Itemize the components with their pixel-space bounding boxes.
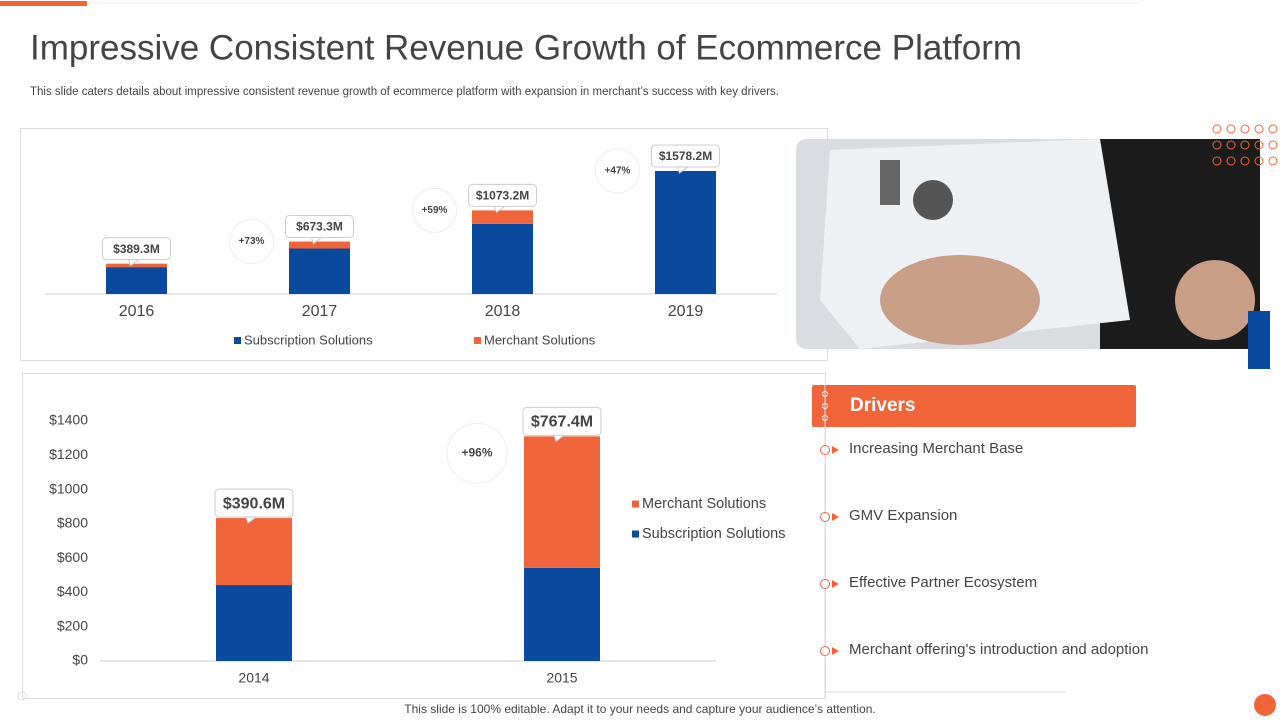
dot (1240, 124, 1250, 134)
bar-segment (216, 585, 292, 661)
legend-label: Subscription Solutions (642, 526, 785, 542)
y-tick-label: $600 (57, 549, 88, 565)
growth-bubble (412, 187, 457, 233)
growth-bubble (595, 148, 640, 194)
callout-tail (245, 516, 258, 524)
drivers-list: Increasing Merchant Base GMV Expansion Eff… (820, 440, 1148, 658)
dot (1240, 156, 1250, 166)
bar-segment (524, 567, 600, 661)
callout-label: $390.6M (223, 495, 285, 512)
bar-segment (472, 223, 533, 294)
bar-segment (472, 210, 533, 224)
driver-item: GMV Expansion (849, 507, 957, 524)
callout-label: $1578.2M (659, 149, 712, 163)
bullet-arrow (832, 446, 839, 454)
dot (1226, 156, 1236, 166)
title: Impressive Consistent Revenue Growth of … (30, 28, 1022, 67)
bullet-arrow (832, 647, 839, 655)
blue-accent (1248, 311, 1270, 369)
x-tick-label: 2015 (546, 670, 577, 686)
x-tick-label: 2014 (238, 670, 269, 686)
dot (1254, 124, 1264, 134)
callout-label: $673.3M (296, 220, 343, 234)
photo (796, 139, 1260, 349)
dot (1254, 140, 1264, 150)
bar-segment (289, 248, 350, 294)
legend-swatch (474, 337, 481, 344)
dot-grid (1212, 124, 1278, 166)
y-tick-label: $0 (72, 652, 88, 668)
legend-label: Subscription Solutions (244, 332, 373, 347)
dot (1226, 140, 1236, 150)
driver-item: Effective Partner Ecosystem (849, 574, 1037, 591)
y-tick-label: $1200 (49, 446, 88, 462)
callout-tail (310, 237, 323, 245)
subtitle: This slide caters details about impressi… (30, 86, 779, 98)
dot (1212, 156, 1222, 166)
driver-item: Merchant offering's introduction and ado… (849, 641, 1148, 658)
dot (1226, 124, 1236, 134)
callout-label: $389.3M (113, 242, 160, 256)
growth-label: +96% (461, 446, 492, 460)
growth-bubble (446, 422, 508, 484)
drivers-dot (822, 415, 828, 421)
drivers-dot (822, 391, 828, 397)
legend-swatch (632, 500, 639, 508)
y-tick-label: $800 (57, 515, 88, 531)
dot (1268, 140, 1278, 150)
accent-bar (0, 1, 87, 6)
bullet-ring (820, 646, 830, 656)
bullet-ring (820, 512, 830, 522)
callout-tail (127, 259, 140, 267)
bar-segment (289, 241, 350, 249)
growth-bubble (229, 219, 274, 265)
legend-swatch (632, 530, 639, 538)
corner-ring (17, 691, 27, 701)
growth-label: +59% (422, 205, 448, 216)
x-tick-label: 2018 (485, 303, 521, 320)
bullet-ring (820, 579, 830, 589)
legend-label: Merchant Solutions (642, 496, 766, 512)
bar-segment (655, 171, 716, 294)
growth-label: +73% (239, 236, 265, 247)
x-tick-label: 2016 (119, 303, 155, 320)
bullet-arrow (832, 513, 839, 521)
y-tick-label: $200 (57, 617, 88, 633)
x-tick-label: 2017 (302, 303, 338, 320)
footer: This slide is 100% editable. Adapt it to… (404, 702, 875, 716)
callout-label: $767.4M (531, 414, 593, 431)
dot (1240, 140, 1250, 150)
drivers-heading-bg (812, 385, 1136, 427)
bar-segment (216, 518, 292, 586)
bar-segment (106, 267, 167, 294)
dot (1268, 124, 1278, 134)
bullet-arrow (832, 580, 839, 588)
bar-segment (524, 436, 600, 568)
dot (1268, 156, 1278, 166)
growth-label: +47% (605, 166, 631, 177)
y-tick-label: $1000 (49, 480, 88, 496)
callout-tail (676, 166, 689, 174)
legend-swatch (234, 337, 241, 344)
callout-tail (493, 205, 506, 214)
dot (1212, 124, 1222, 134)
dot (1212, 140, 1222, 150)
corner-dot (1254, 694, 1276, 716)
driver-item: Increasing Merchant Base (849, 440, 1023, 457)
drivers-heading: Drivers (850, 395, 916, 416)
x-tick-label: 2019 (668, 303, 704, 320)
y-tick-label: $1400 (49, 412, 88, 428)
y-tick-label: $400 (57, 583, 88, 599)
callout-tail (553, 434, 566, 443)
drivers-dot (822, 403, 828, 409)
bullet-ring (820, 445, 830, 455)
bar-segment (106, 263, 167, 268)
callout-label: $1073.2M (476, 189, 529, 203)
dot (1254, 156, 1264, 166)
legend-label: Merchant Solutions (484, 332, 596, 347)
